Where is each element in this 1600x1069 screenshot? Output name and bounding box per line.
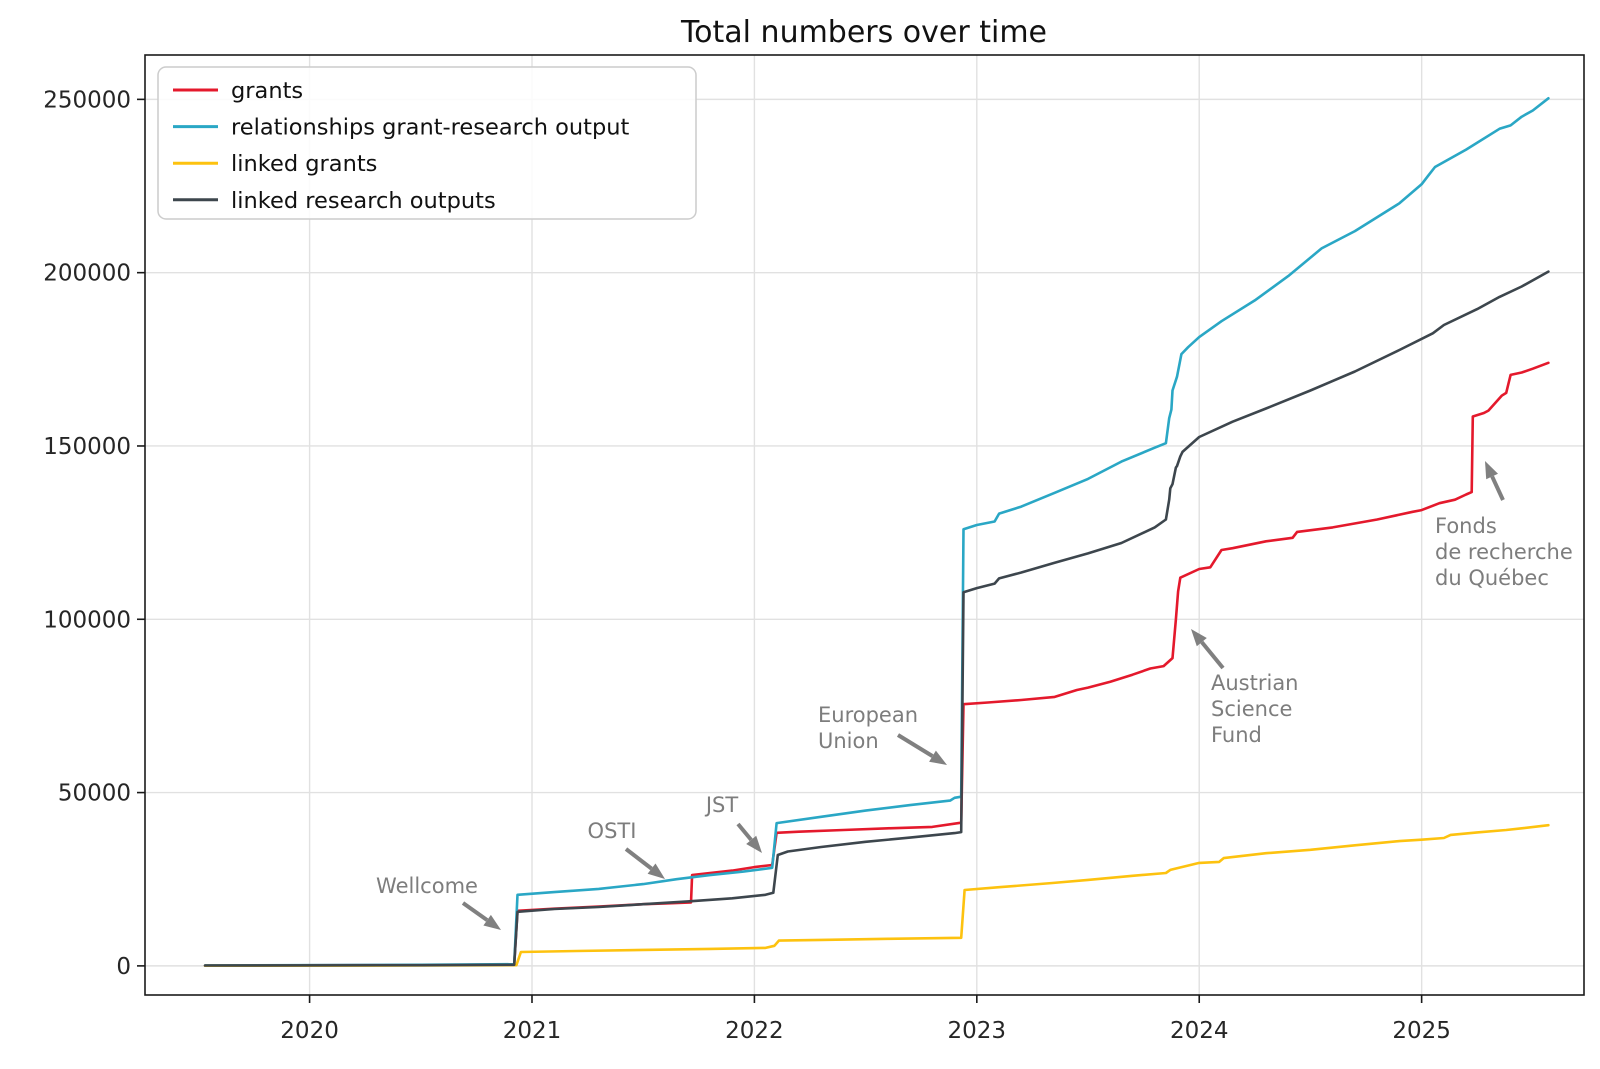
legend-item: linked research outputs [173, 188, 496, 214]
annotation-arrow-shaft [896, 733, 934, 758]
annotation-arrowhead-icon [647, 863, 665, 879]
annotation-text: OSTI [588, 819, 637, 843]
series-line-relationships-grant-research-output [203, 97, 1550, 967]
annotation-text: Fund [1211, 723, 1262, 747]
annotation-osti: OSTI [588, 819, 665, 879]
annotation-arrowhead-icon [746, 835, 762, 853]
legend-label: linked grants [231, 151, 377, 177]
annotation-text: JST [704, 793, 739, 817]
legend-box [157, 66, 697, 220]
annotation-arrow-shaft [1490, 475, 1505, 501]
annotation-arrow-shaft [624, 847, 653, 871]
x-tick-label: 2021 [503, 1018, 562, 1044]
chart-title: Total numbers over time [680, 15, 1047, 50]
x-tick-label: 2024 [1170, 1018, 1229, 1044]
x-tick-label: 2025 [1392, 1018, 1451, 1044]
annotation-text: de recherche [1435, 540, 1573, 564]
series-line-grants [203, 361, 1550, 967]
plot-border [144, 54, 1585, 996]
x-tick-label: 2020 [280, 1018, 339, 1044]
series-layer [203, 97, 1550, 968]
y-tick-label: 100000 [43, 607, 131, 633]
y-tick-label: 200000 [43, 261, 131, 287]
annotation-text: Wellcome [376, 874, 478, 898]
annotation-arrowhead-icon [1485, 461, 1498, 480]
annotation-text: Austrian [1211, 671, 1299, 695]
annotation-arrow-shaft [461, 901, 489, 922]
legend-item: linked grants [173, 151, 377, 177]
annotation-arrowhead-icon [483, 914, 501, 930]
legend: grants relationships grant-research outpu… [157, 66, 697, 220]
annotation-arrowhead-icon [929, 750, 947, 765]
axes-spines [144, 54, 1585, 996]
x-tick-label: 2023 [948, 1018, 1007, 1044]
annotation-text: Science [1211, 697, 1292, 721]
legend-label: grants [231, 78, 303, 104]
annotation-text: Fonds [1435, 514, 1497, 538]
annotation-arrowhead-icon [1191, 629, 1207, 647]
y-tick-label: 0 [116, 954, 131, 980]
annotation-text: European [818, 703, 918, 727]
y-tick-label: 250000 [43, 87, 131, 113]
annotation-jst: JST [704, 793, 762, 853]
annotation-arrow-shaft [1200, 640, 1225, 670]
annotation-arrow-shaft [736, 822, 753, 842]
y-tick-label: 50000 [58, 781, 131, 807]
series-line-linked-research-outputs [203, 270, 1550, 967]
x-tick-label: 2022 [725, 1018, 784, 1044]
annotation-wellcome: Wellcome [376, 874, 501, 930]
legend-item: grants [173, 78, 303, 104]
annotation-text: du Québec [1435, 566, 1549, 590]
annotation-text: Union [818, 729, 879, 753]
series-line-linked-grants [203, 823, 1550, 968]
legend-label: relationships grant-research output [231, 115, 630, 141]
tick-layer: 2020 2021 2022 2023 2024 2025 0 50000 100000 1500… [43, 87, 1451, 1044]
y-tick-label: 150000 [43, 434, 131, 460]
legend-item: relationships grant-research output [173, 115, 630, 141]
legend-label: linked research outputs [231, 188, 496, 214]
